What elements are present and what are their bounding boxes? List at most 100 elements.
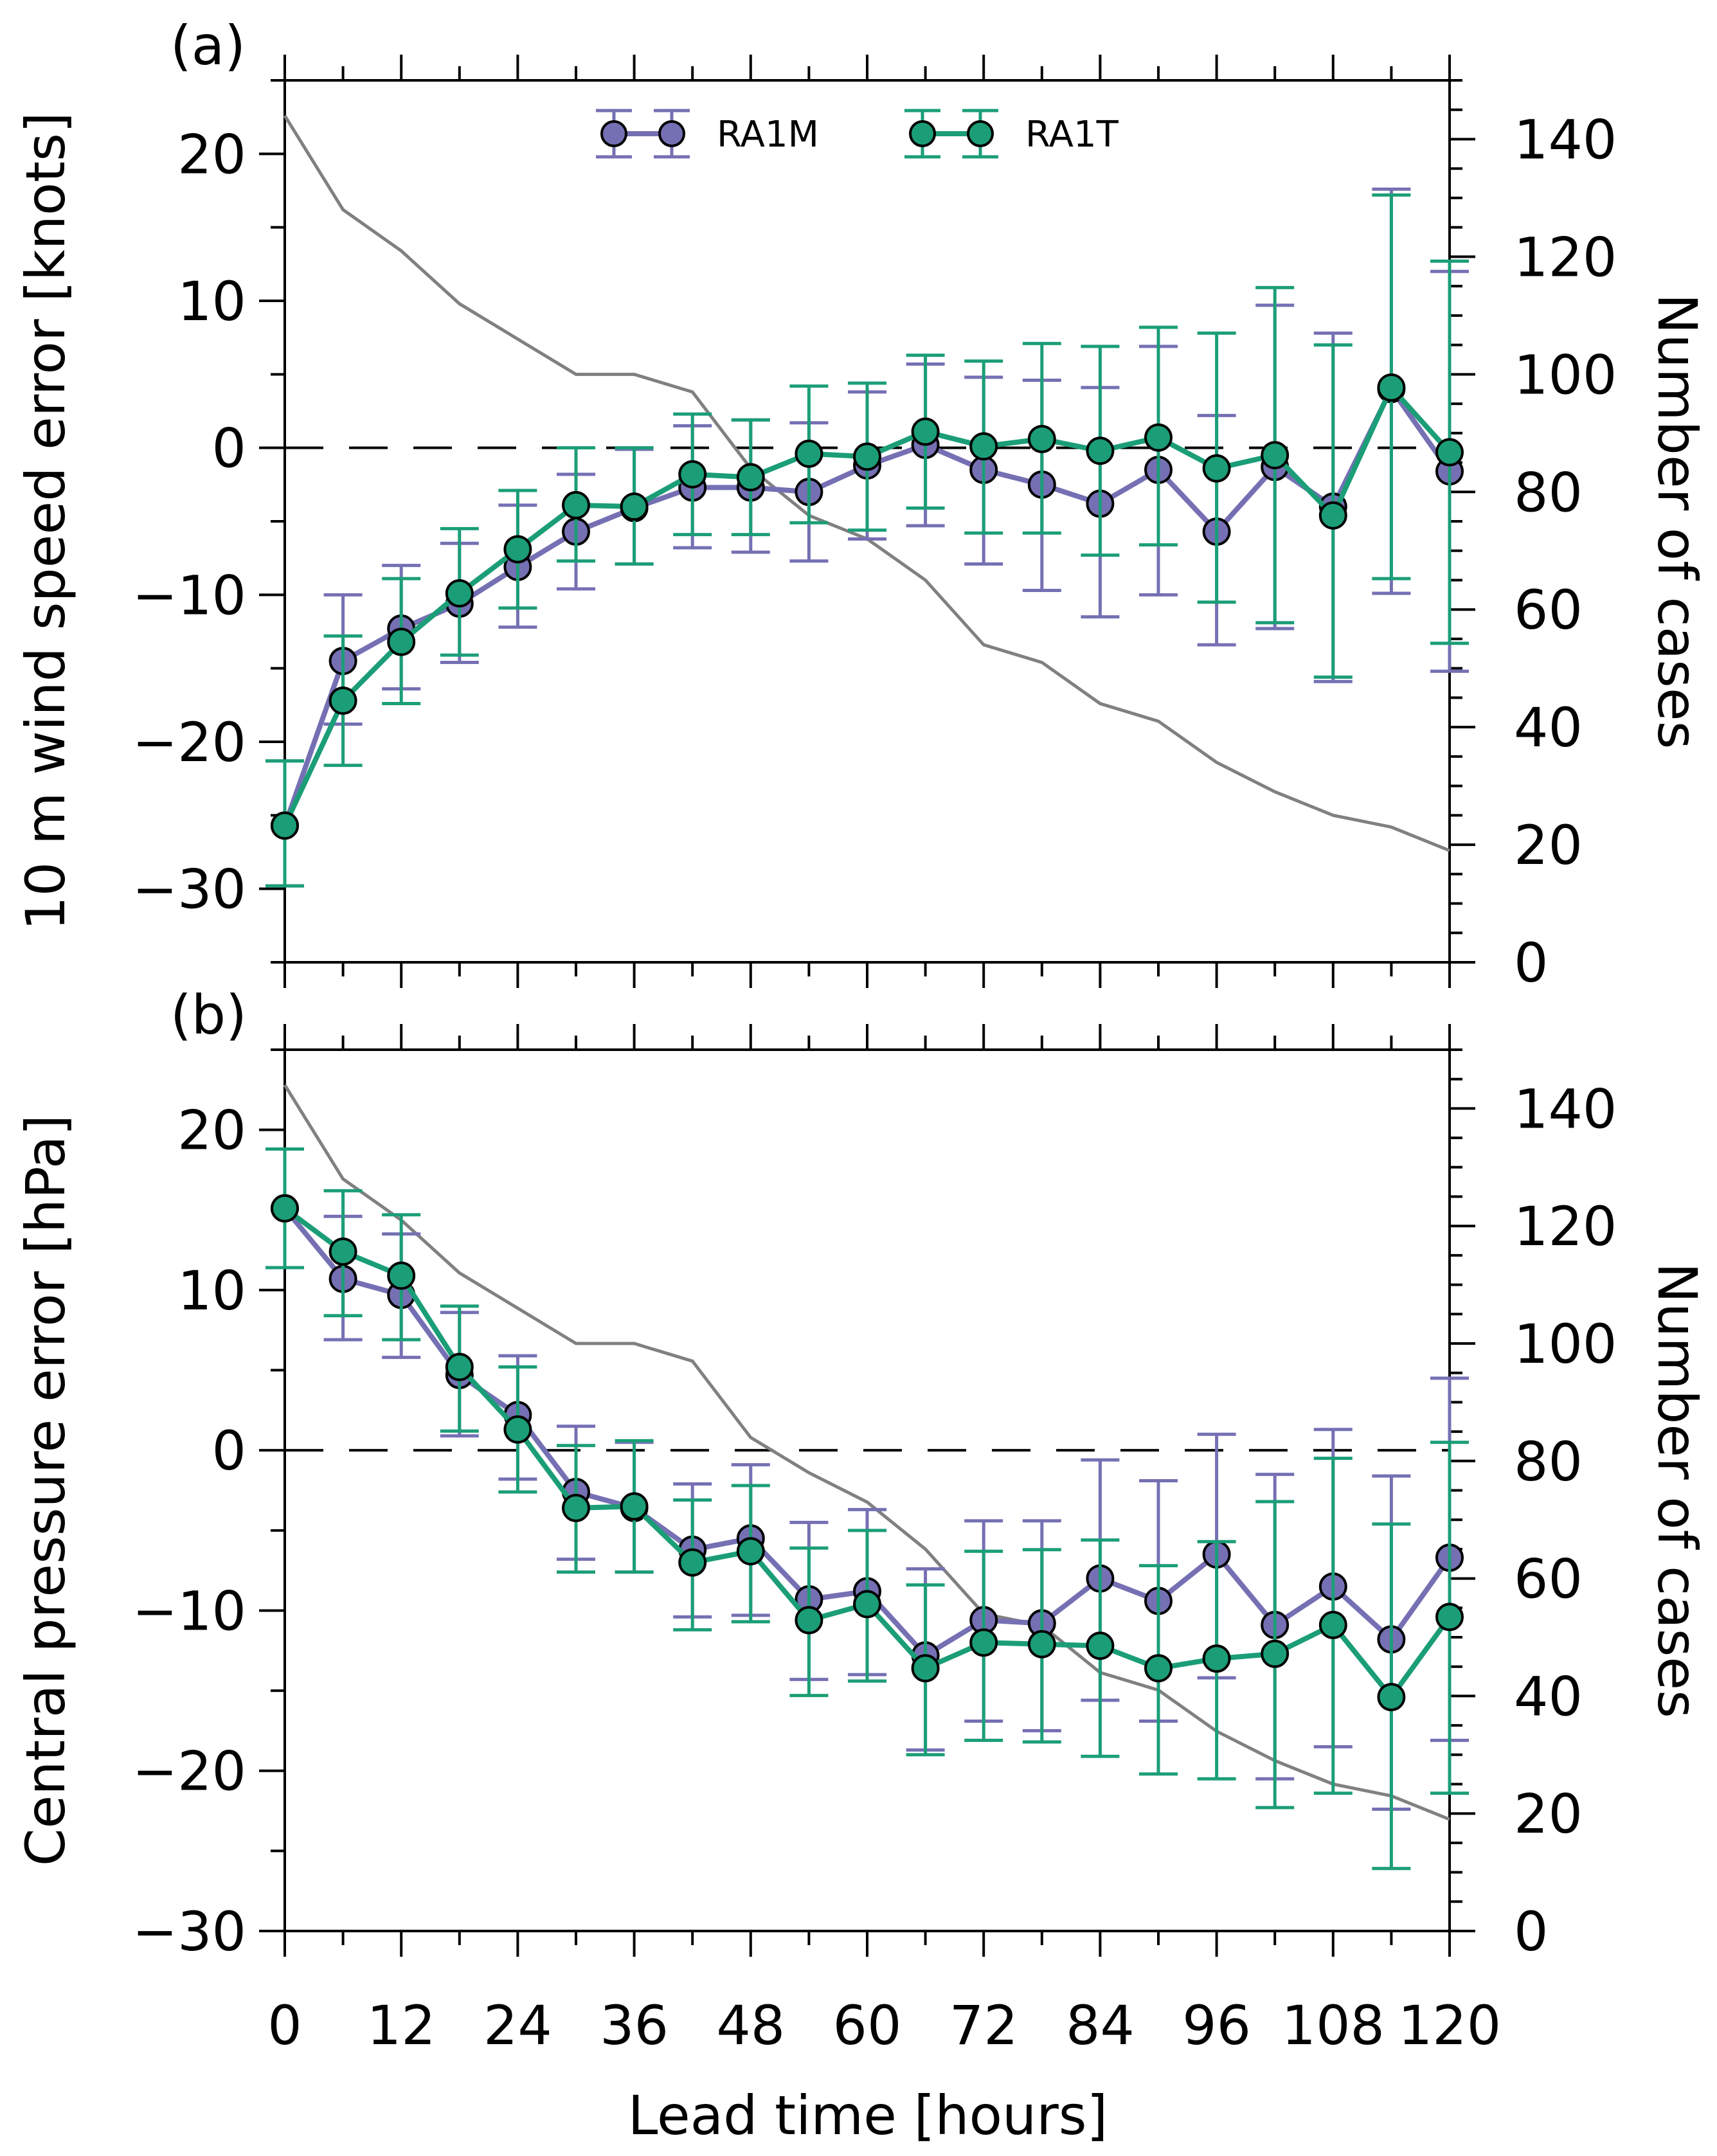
y2-axis-label: Number of cases — [1646, 294, 1709, 750]
x-tick-label: 12 — [367, 1994, 436, 2057]
data-point — [1086, 1631, 1115, 1660]
panel-label: (b) — [170, 984, 247, 1047]
y-tick-label: 20 — [177, 123, 246, 186]
data-point — [445, 1352, 474, 1381]
y2-tick-label: 100 — [1514, 343, 1617, 406]
data-point — [1202, 454, 1231, 483]
y2-tick-label: 140 — [1514, 108, 1617, 171]
series-ra1t — [265, 1147, 1469, 1871]
y2-tick-label: 0 — [1514, 1900, 1548, 1963]
legend: RA1M RA1T — [596, 109, 1119, 159]
data-point — [503, 535, 532, 564]
x-tick-label: 36 — [600, 1994, 669, 2057]
x-tick-label: 48 — [716, 1994, 785, 2057]
data-point — [853, 442, 881, 471]
data-point — [387, 627, 416, 656]
data-point — [1086, 436, 1115, 465]
data-point — [795, 1606, 823, 1635]
y-tick-label: −20 — [132, 1740, 246, 1803]
data-point — [911, 417, 940, 446]
y2-tick-label: 120 — [1514, 226, 1617, 289]
data-point — [271, 1194, 299, 1223]
data-point — [1435, 438, 1464, 467]
y2-tick-label: 80 — [1514, 1430, 1583, 1493]
data-point — [853, 1590, 881, 1619]
x-tick-label: 0 — [267, 1994, 301, 2057]
panel-b: 0 12 24 36 48 60 72 84 96 108 120−30−20−1001020020… — [14, 984, 1709, 2057]
data-point — [1027, 424, 1056, 453]
data-point — [620, 1492, 649, 1521]
data-point — [1202, 1644, 1231, 1673]
x-tick-label: 60 — [833, 1994, 902, 2057]
data-point — [503, 1415, 532, 1444]
data-point — [328, 1237, 357, 1266]
data-point — [1318, 1610, 1347, 1639]
x-tick-label: 84 — [1066, 1994, 1135, 2057]
data-point — [387, 1261, 416, 1290]
data-point — [795, 439, 823, 468]
y-axis-label: Central pressure error [hPa] — [14, 1115, 77, 1866]
y-tick-label: 0 — [212, 417, 246, 480]
data-point — [678, 1548, 707, 1577]
data-point — [969, 1628, 998, 1657]
x-tick-label: 120 — [1398, 1994, 1501, 2057]
data-point — [1261, 441, 1290, 470]
y2-tick-label: 80 — [1514, 461, 1583, 524]
data-point — [1261, 1639, 1290, 1668]
panel-a: −30 −20 −10 0 10 20 0 20 40 60 80 100 120 140 10 m win… — [14, 14, 1709, 994]
y2-axis-label: Number of cases — [1646, 1262, 1709, 1718]
y-tick-label: −20 — [132, 711, 246, 774]
y-tick-label: −10 — [132, 1579, 246, 1642]
data-point — [1144, 1654, 1173, 1683]
x-tick-label: 96 — [1182, 1994, 1251, 2057]
y2-tick-label: 0 — [1514, 931, 1548, 994]
y2-tick-label: 100 — [1514, 1313, 1617, 1376]
legend-label-ra1t: RA1T — [1025, 114, 1119, 156]
legend-marker — [967, 120, 994, 147]
data-point — [1144, 423, 1173, 452]
data-point — [1377, 373, 1406, 402]
data-point — [1435, 1603, 1464, 1631]
y2-tick-label: 20 — [1514, 814, 1583, 877]
data-point — [911, 1654, 940, 1683]
y-tick-label: 10 — [177, 270, 246, 333]
data-point — [1027, 1630, 1056, 1658]
y2-tick-label: 40 — [1514, 696, 1583, 759]
legend-marker — [909, 120, 936, 147]
cases-line — [283, 1084, 1450, 1821]
y-tick-label: 10 — [177, 1259, 246, 1322]
data-point — [271, 811, 299, 840]
y-tick-label: −30 — [132, 1900, 246, 1963]
y2-tick-label: 20 — [1514, 1783, 1583, 1846]
y-tick-label: 20 — [177, 1099, 246, 1162]
y-tick-label: 0 — [212, 1419, 246, 1482]
x-tick-label: 108 — [1282, 1994, 1385, 2057]
y2-tick-label: 40 — [1514, 1665, 1583, 1728]
y2-tick-label: 140 — [1514, 1077, 1617, 1140]
y2-tick-label: 120 — [1514, 1195, 1617, 1258]
data-point — [445, 579, 474, 608]
legend-marker — [600, 120, 627, 147]
data-point — [969, 432, 998, 461]
panel-label: (a) — [170, 14, 246, 77]
y-axis-label: 10 m wind speed error [knots] — [14, 112, 77, 930]
data-point — [620, 492, 649, 521]
y2-tick-label: 60 — [1514, 579, 1583, 642]
legend-marker — [658, 120, 685, 147]
x-tick-label: 24 — [483, 1994, 552, 2057]
data-point — [562, 490, 590, 519]
data-point — [1318, 501, 1347, 530]
y2-tick-label: 60 — [1514, 1548, 1583, 1611]
data-point — [1377, 1683, 1406, 1712]
data-point — [678, 460, 707, 489]
y-tick-label: −10 — [132, 564, 246, 627]
series-ra1m — [265, 1147, 1469, 1811]
x-axis-label: Lead time [hours] — [628, 2084, 1108, 2147]
y-tick-label: −30 — [132, 858, 246, 921]
x-tick-label: 72 — [949, 1994, 1018, 2057]
data-point — [736, 463, 765, 492]
legend-label-ra1m: RA1M — [717, 114, 819, 156]
data-point — [736, 1537, 765, 1566]
